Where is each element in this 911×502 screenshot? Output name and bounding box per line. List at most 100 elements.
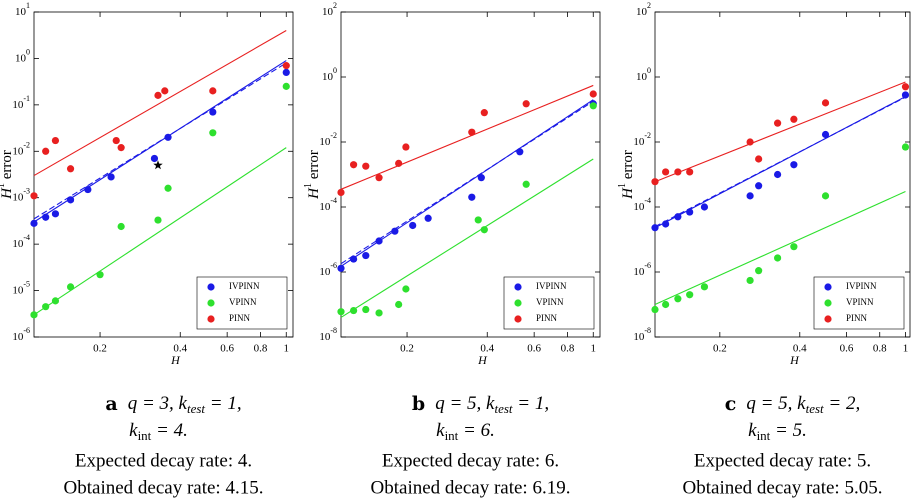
y-tick-label: 10-5 — [12, 279, 30, 296]
y-axis-label-part: error — [306, 150, 322, 183]
caption-expected: Expected decay rate: 5. — [694, 450, 871, 471]
caption-obtained: Obtained decay rate: 6.19. — [371, 477, 571, 498]
data-point — [901, 83, 910, 91]
y-axis-label: H1 error — [617, 150, 636, 200]
data-point — [375, 309, 383, 317]
y-tick-label: 10-6 — [633, 261, 651, 278]
caption-part: c — [725, 393, 737, 415]
y-axis-label-part: H — [306, 187, 322, 200]
legend-label: PINN — [536, 313, 558, 323]
y-axis-label-part: 1 — [0, 183, 7, 188]
plot-frame — [33, 11, 294, 338]
data-point — [282, 82, 290, 90]
data-point — [349, 161, 358, 169]
y-tick-label: 10-3 — [12, 187, 30, 204]
x-tick-label: 1 — [284, 343, 290, 355]
data-point — [337, 308, 345, 316]
x-tick-label: 1 — [903, 343, 909, 355]
data-point — [773, 170, 782, 179]
x-tick-label: 0.4 — [793, 343, 807, 355]
data-point — [674, 168, 682, 176]
data-point — [700, 203, 709, 211]
star-marker — [153, 160, 163, 170]
data-point — [96, 271, 104, 279]
data-point — [686, 208, 694, 216]
data-point — [477, 174, 485, 182]
caption-part: = 6. — [458, 420, 495, 441]
data-point — [395, 159, 403, 167]
x-tick-label: 0.2 — [93, 343, 107, 355]
y-tick-label: 10-4 — [12, 233, 30, 250]
caption-part: q = 3, k — [128, 393, 188, 414]
data-point — [746, 276, 754, 285]
data-point — [589, 90, 597, 98]
caption-line: kint = 6. — [436, 420, 495, 443]
legend-label: PINN — [846, 313, 868, 323]
data-point — [651, 178, 659, 186]
y-tick-label: 10-4 — [633, 196, 651, 213]
caption-obtained: Obtained decay rate: 4.15. — [64, 477, 264, 498]
caption-obtained: Obtained decay rate: 5.05. — [683, 477, 883, 498]
data-point — [755, 182, 763, 190]
data-point — [30, 219, 38, 227]
data-point — [150, 154, 159, 163]
fit-line — [654, 190, 906, 306]
data-point — [282, 62, 290, 70]
fit-line — [654, 96, 906, 228]
y-axis-label-part: error — [620, 150, 636, 183]
x-axis-label: H — [789, 353, 800, 367]
data-point — [700, 283, 709, 291]
caption-part: test — [494, 401, 512, 416]
fit-line — [33, 62, 287, 220]
y-tick-label: 10-1 — [12, 94, 30, 111]
y-tick-label: 102 — [322, 1, 337, 18]
data-point — [282, 68, 290, 77]
data-point — [409, 221, 417, 230]
x-tick-label: 0.2 — [713, 343, 727, 355]
caption-part: = 2, — [824, 393, 861, 414]
caption-part: b — [412, 393, 425, 415]
y-tick-label: 101 — [15, 1, 30, 18]
data-point — [651, 305, 659, 314]
data-point — [391, 227, 399, 235]
y-tick-label: 10-6 — [319, 261, 337, 278]
legend-label: IVPINN — [846, 281, 877, 291]
caption-part: q = 5, k — [746, 393, 806, 414]
x-axis-label: H — [477, 353, 488, 367]
data-point — [51, 136, 60, 145]
caption-part: = 5. — [770, 420, 807, 441]
y-axis-label-part: H — [620, 187, 636, 200]
data-point — [662, 220, 670, 228]
legend-label: VPINN — [229, 297, 257, 307]
legend-label: IVPINN — [229, 281, 260, 291]
data-point — [686, 291, 694, 299]
data-point — [773, 254, 782, 262]
legend-marker — [514, 299, 522, 307]
legend-marker — [514, 315, 522, 323]
data-point — [589, 102, 597, 110]
data-point — [522, 100, 530, 108]
data-point — [790, 161, 798, 169]
y-tick-label: 100 — [322, 66, 337, 83]
data-point — [773, 119, 782, 127]
x-tick-label: 0.8 — [873, 343, 887, 355]
fit-line — [33, 29, 287, 177]
legend-marker — [824, 299, 832, 307]
data-point — [42, 213, 50, 221]
y-axis-label-part: 1 — [617, 183, 628, 188]
plot-frame — [654, 11, 911, 338]
data-point — [112, 136, 120, 145]
caption-part: q = 5, k — [435, 393, 495, 414]
caption-expected: Expected decay rate: 6. — [382, 450, 559, 471]
fit-line — [33, 147, 287, 316]
data-point — [662, 168, 670, 176]
x-tick-label: 0.4 — [173, 343, 187, 355]
caption-line: kint = 4. — [129, 420, 188, 443]
caption-part: k — [436, 420, 445, 441]
caption-expected: Expected decay rate: 4. — [75, 450, 252, 471]
data-point — [901, 143, 910, 151]
data-point — [790, 115, 798, 123]
data-point — [674, 213, 682, 221]
